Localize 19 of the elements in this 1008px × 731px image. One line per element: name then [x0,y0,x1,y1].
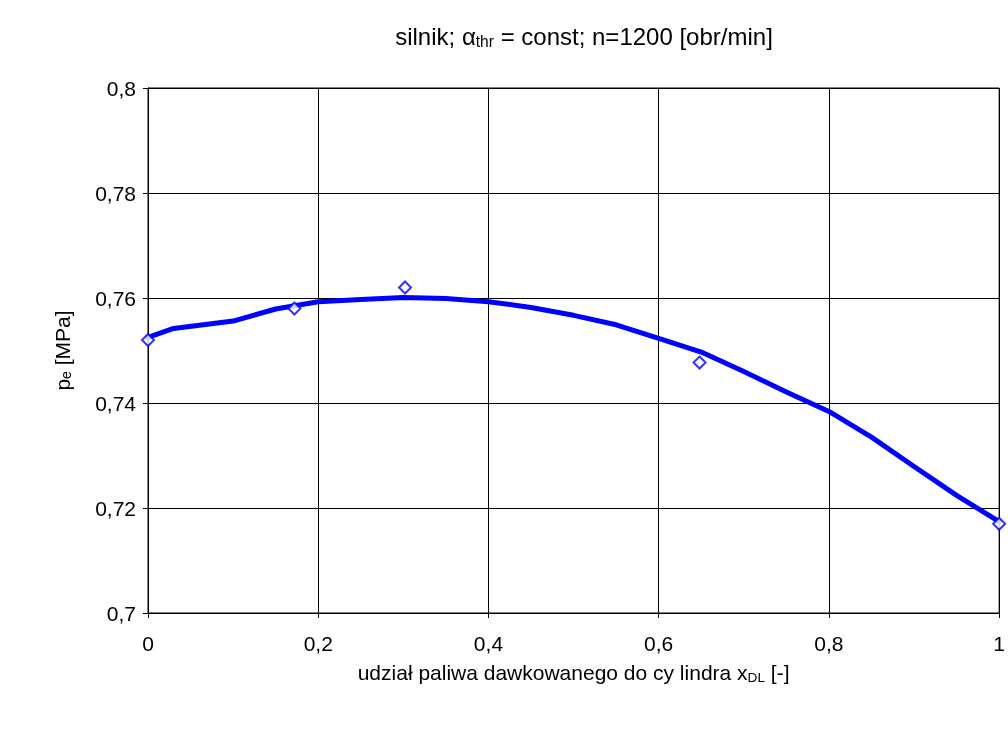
y-tick-label: 0,78 [95,181,136,205]
x-tick-label: 0,8 [814,632,844,655]
y-tick-label: 0,8 [106,76,136,100]
y-axis-title: pₑ [MPa] [51,310,74,391]
x-tick-label: 0,2 [303,632,333,655]
x-tick-label: 0,4 [473,632,504,655]
chart-title: silnik; αthr = const; n=1200 [obr/min] [395,22,773,51]
x-tick-label: 0,6 [644,632,674,655]
point [692,355,707,370]
point [992,516,1007,531]
x-tick-label: 1 [993,632,1005,655]
y-tick-label: 0,7 [106,601,136,625]
y-tick-label: 0,74 [95,391,137,415]
y-tick-label: 0,72 [95,496,136,520]
point [398,280,413,295]
x-tick-label: 0 [142,632,154,655]
y-tick-label: 0,76 [95,286,136,310]
point [287,301,302,316]
point [141,333,155,347]
